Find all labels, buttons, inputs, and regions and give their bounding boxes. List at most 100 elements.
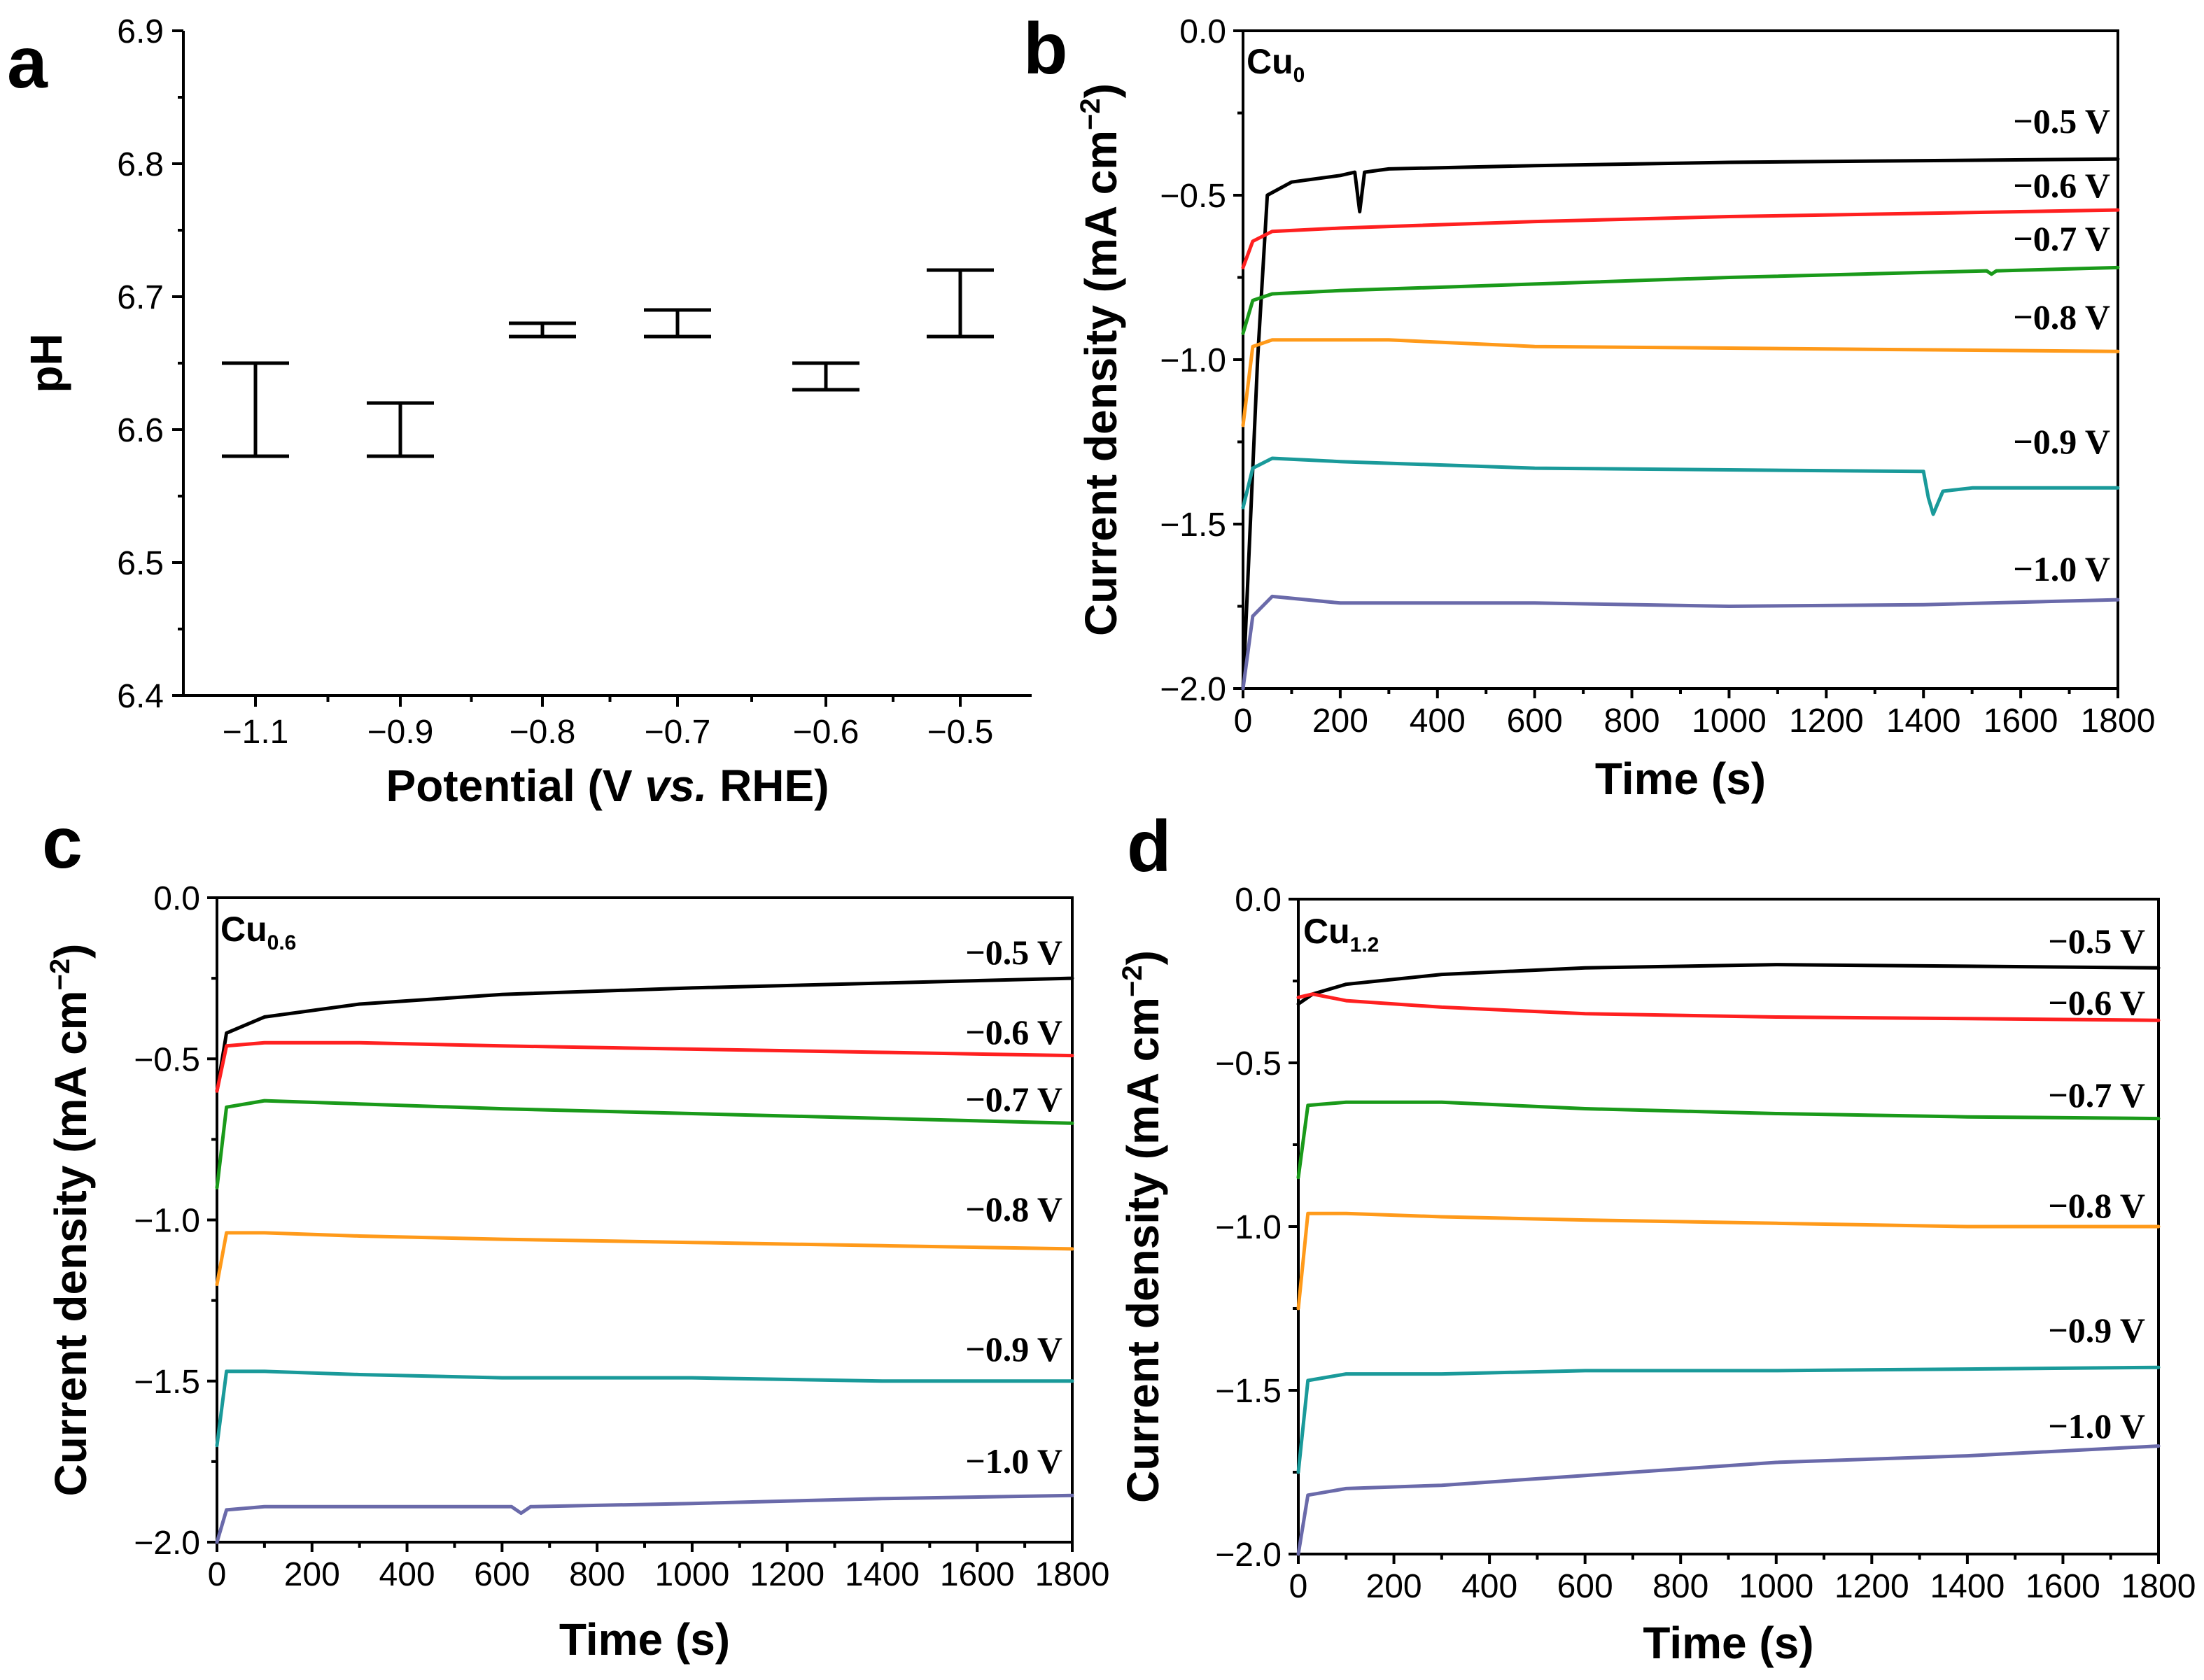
series-label: −0.9 V xyxy=(2048,1311,2145,1350)
series-label: −0.6 V xyxy=(965,1012,1062,1052)
x-tick-label: 1600 xyxy=(940,1556,1015,1593)
y-tick-label: 0.0 xyxy=(1235,882,1282,919)
series-line xyxy=(215,976,1074,1093)
series-line xyxy=(1241,157,2120,691)
series-label: −0.5 V xyxy=(965,933,1062,972)
panel-letter: b xyxy=(1023,8,1068,90)
y-axis-title-main: Current density (mA cm xyxy=(1118,997,1168,1503)
panel-a: a 6.4 6.5 6.6 6.7 6.8 6.9 −1.1 −0.9 −0.8 −0.7 −0.6 −… xyxy=(7,13,1032,811)
sample-label-sub: 1.2 xyxy=(1350,933,1380,957)
sample-label-sub: 0 xyxy=(1293,64,1305,87)
x-tick-label: 1400 xyxy=(1930,1568,2005,1605)
x-tick-label: 800 xyxy=(569,1556,625,1593)
series-label: −0.7 V xyxy=(965,1080,1062,1119)
x-tick-label: 400 xyxy=(379,1556,435,1593)
sample-label-sub: 0.6 xyxy=(267,931,297,954)
x-tick-label: 1800 xyxy=(2121,1568,2196,1605)
y-tick-label: −2.0 xyxy=(134,1525,200,1562)
y-axis-title-main: Current density (mA cm xyxy=(1076,130,1126,636)
x-tick-label: 1600 xyxy=(2026,1568,2100,1605)
x-tick-label: 1600 xyxy=(1984,703,2058,740)
x-axis-title: Time (s) xyxy=(1643,1618,1813,1668)
x-tick-label: 1200 xyxy=(1789,703,1864,740)
x-axis-title: Time (s) xyxy=(559,1614,730,1665)
x-tick-label: 1800 xyxy=(1035,1556,1110,1593)
series-line xyxy=(215,1099,1074,1190)
x-tick-label: 600 xyxy=(474,1556,530,1593)
y-tick-label: 6.6 xyxy=(117,412,164,449)
y-axis-title-sup: −2 xyxy=(1117,965,1148,997)
x-tick-label: −0.7 xyxy=(645,714,711,751)
y-tick-label: 6.4 xyxy=(117,678,164,715)
x-tick-label: 200 xyxy=(1366,1568,1422,1605)
y-tick-label: −1.0 xyxy=(134,1203,200,1240)
x-tick-label: −0.9 xyxy=(367,714,434,751)
series-line xyxy=(215,1040,1074,1093)
sample-label-main: Cu xyxy=(1303,912,1350,951)
y-axis-title-end: ) xyxy=(45,943,96,958)
y-tick-label: −1.0 xyxy=(1160,342,1226,379)
x-tick-label: 1000 xyxy=(1692,703,1767,740)
series-line xyxy=(1296,1211,2161,1311)
y-tick-label: −1.5 xyxy=(1160,507,1226,544)
y-tick-label: −0.5 xyxy=(1160,178,1226,215)
x-tick-label: −0.8 xyxy=(510,714,576,751)
y-axis-title-main: Current density (mA cm xyxy=(45,990,96,1496)
x-axis-title-part: Potential (V xyxy=(386,761,645,811)
error-bar xyxy=(222,361,289,458)
panel-letter: a xyxy=(7,22,48,104)
y-tick-label: 6.8 xyxy=(117,146,164,183)
series-label: −1.0 V xyxy=(2048,1406,2145,1446)
series-label: −0.5 V xyxy=(2013,101,2110,141)
series-line xyxy=(1296,963,2161,1006)
y-axis-title-end: ) xyxy=(1118,950,1168,965)
series-line xyxy=(1296,1100,2161,1180)
series-label: −0.7 V xyxy=(2013,219,2110,258)
error-bar xyxy=(927,268,994,339)
y-tick-label: −1.5 xyxy=(134,1364,200,1401)
x-tick-label: −1.1 xyxy=(223,714,289,751)
x-axis-title-part: RHE) xyxy=(707,761,829,811)
x-axis-title: Potential (V vs. RHE) xyxy=(386,761,829,811)
error-bar xyxy=(792,361,859,392)
panel-letter: d xyxy=(1127,806,1172,887)
y-tick-label: −1.0 xyxy=(1215,1209,1282,1246)
y-tick-label: 6.9 xyxy=(117,13,164,50)
sample-label-main: Cu xyxy=(220,910,267,949)
sample-label: Cu0 xyxy=(1247,42,1305,87)
y-tick-label: 0.0 xyxy=(1179,13,1226,50)
x-tick-label: −0.6 xyxy=(793,714,859,751)
y-tick-label: −2.0 xyxy=(1160,671,1226,708)
series-line xyxy=(215,1369,1074,1448)
x-tick-label: 1400 xyxy=(1886,703,1961,740)
series-line xyxy=(1241,456,2120,516)
x-tick-label: 800 xyxy=(1652,1568,1708,1605)
y-axis-title-sup: −2 xyxy=(45,959,76,991)
series-label: −0.7 V xyxy=(2048,1075,2145,1115)
x-tick-label: 1000 xyxy=(654,1556,729,1593)
y-axis-title: Current density (mA cm−2) xyxy=(1075,83,1126,636)
series-line xyxy=(1296,992,2161,1022)
series-line xyxy=(1296,1444,2161,1556)
x-tick-label: 400 xyxy=(1410,703,1466,740)
plot-frame xyxy=(1242,29,2119,690)
series-line xyxy=(215,1493,1074,1544)
panel-letter: c xyxy=(42,803,83,884)
panel-d: d −2.0 −1.5 −1.0 −0.5 0.0 0 200 400 600 800 1000 120… xyxy=(1117,806,2196,1668)
y-axis-title-sup: −2 xyxy=(1075,98,1106,130)
x-tick-label: 0 xyxy=(1234,703,1253,740)
y-tick-label: −0.5 xyxy=(134,1041,200,1078)
sample-label: Cu0.6 xyxy=(220,910,296,954)
y-tick-label: −2.0 xyxy=(1215,1537,1282,1574)
y-tick-label: −0.5 xyxy=(1215,1045,1282,1082)
panel-b: b −2.0 −1.5 −1.0 −0.5 0.0 0 200 400 600 800 1000 120… xyxy=(1023,8,2155,804)
error-bar xyxy=(367,401,434,458)
x-tick-label: 200 xyxy=(1312,703,1368,740)
error-bar xyxy=(509,321,576,339)
y-axis-title: Current density (mA cm−2) xyxy=(45,943,96,1496)
y-tick-label: 6.7 xyxy=(117,279,164,316)
x-tick-label: 600 xyxy=(1507,703,1563,740)
x-tick-label: 1800 xyxy=(2081,703,2156,740)
y-tick-label: −1.5 xyxy=(1215,1373,1282,1410)
